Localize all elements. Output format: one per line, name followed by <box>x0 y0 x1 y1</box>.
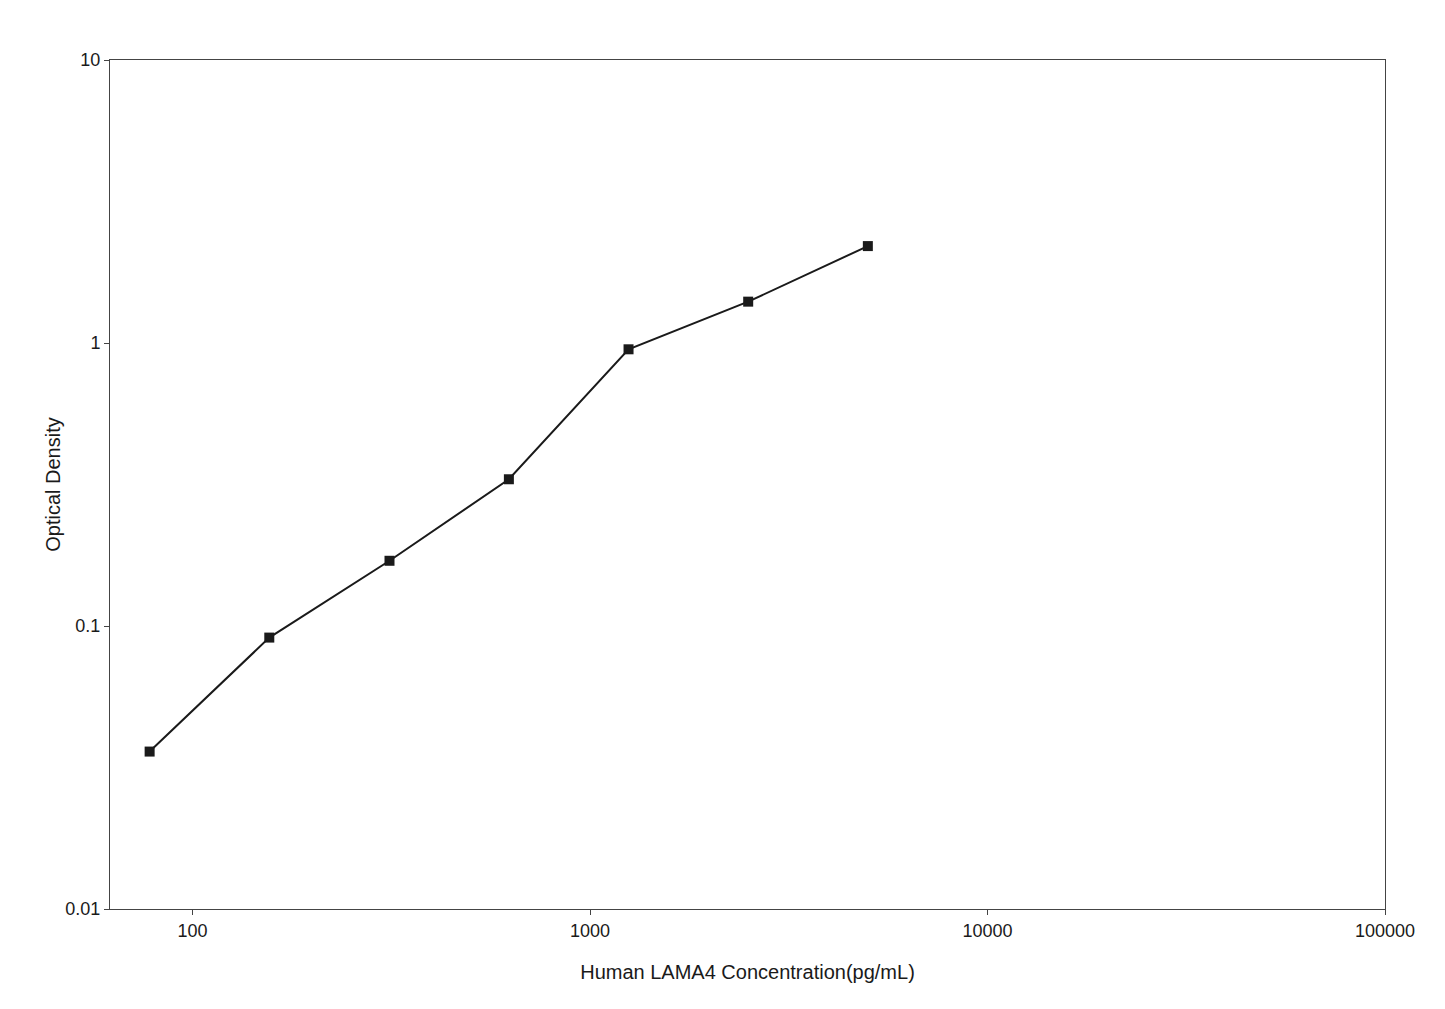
svg-text:100: 100 <box>177 921 207 941</box>
svg-text:10000: 10000 <box>962 921 1012 941</box>
svg-text:1: 1 <box>90 333 100 353</box>
svg-text:100000: 100000 <box>1355 921 1415 941</box>
svg-text:Human LAMA4 Concentration(pg/m: Human LAMA4 Concentration(pg/mL) <box>580 961 915 983</box>
svg-text:10: 10 <box>80 50 100 70</box>
svg-text:0.01: 0.01 <box>65 899 100 919</box>
svg-text:0.1: 0.1 <box>75 616 100 636</box>
svg-text:Optical Density: Optical Density <box>42 417 64 552</box>
svg-text:1000: 1000 <box>570 921 610 941</box>
